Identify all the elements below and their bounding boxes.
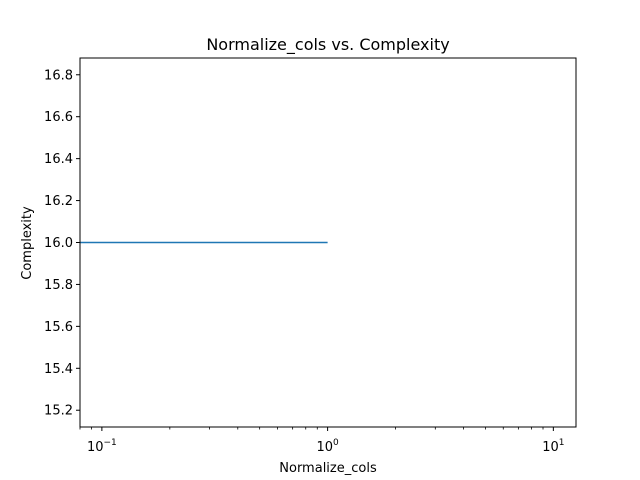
y-tick-label: 15.8 [44,278,73,293]
chart-title: Normalize_cols vs. Complexity [206,35,449,55]
x-tick-label: 101 [542,438,564,455]
x-axis-label: Normalize_cols [279,461,377,476]
y-tick-label: 15.2 [44,404,73,419]
y-axis-label: Complexity [20,206,35,280]
y-tick-label: 16.6 [44,110,73,125]
y-tick-label: 15.4 [44,362,73,377]
y-tick-label: 16.2 [44,194,73,209]
plot-area: 15.2 15.4 15.6 15.8 16.0 16.2 16.4 16.6 16.8 10−1… [44,57,577,455]
x-tick-label: 10−1 [87,438,117,455]
y-tick-label: 16.8 [44,68,73,83]
y-tick-label: 16.4 [44,152,73,167]
y-tick-label: 16.0 [44,236,73,251]
x-tick-label: 100 [316,438,339,455]
y-tick-label: 15.6 [44,320,73,335]
